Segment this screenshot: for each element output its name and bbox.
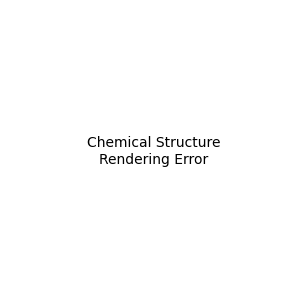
Text: Chemical Structure
Rendering Error: Chemical Structure Rendering Error	[87, 136, 220, 166]
